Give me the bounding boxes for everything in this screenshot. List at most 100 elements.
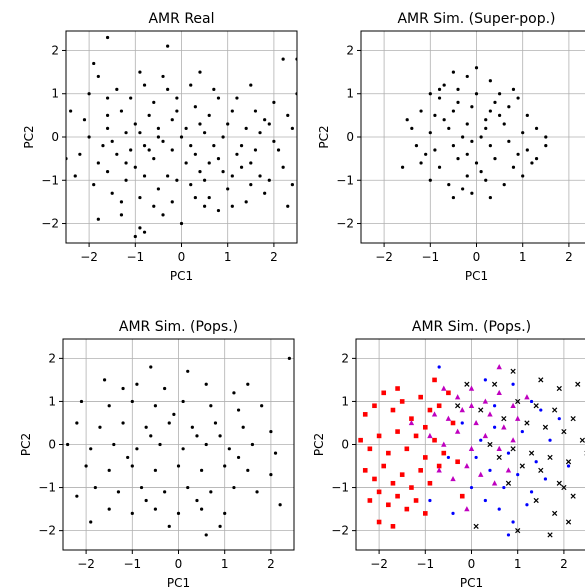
data-point-square <box>390 480 396 486</box>
data-point <box>198 70 202 74</box>
data-point <box>488 144 492 148</box>
data-point <box>189 182 193 187</box>
data-point <box>133 234 137 239</box>
data-point <box>152 100 156 104</box>
data-point <box>534 126 539 130</box>
data-point <box>479 438 483 442</box>
data-point <box>161 139 165 143</box>
data-point <box>498 113 502 117</box>
data-point-triangle <box>468 445 475 452</box>
chart-title: AMR Sim. (Pops.) <box>412 319 531 335</box>
data-point <box>147 148 151 152</box>
x-axis-label: PC1 <box>465 269 488 283</box>
data-point-triangle <box>496 363 502 370</box>
data-point-triangle <box>445 415 452 421</box>
data-point <box>105 35 110 40</box>
data-point-square <box>404 506 410 512</box>
data-point <box>246 468 250 472</box>
x-tick-label: 0 <box>178 250 186 264</box>
data-point <box>144 498 148 503</box>
data-point <box>249 161 253 165</box>
data-point <box>525 113 529 117</box>
data-point <box>516 96 520 100</box>
data-point <box>465 74 469 79</box>
data-point <box>153 404 157 408</box>
data-point <box>153 507 157 511</box>
data-point <box>493 425 497 429</box>
data-point-square <box>436 403 442 409</box>
data-point <box>96 161 100 165</box>
x-tick-label: −1 <box>416 557 434 571</box>
data-point <box>105 170 110 174</box>
data-point-square <box>390 524 396 529</box>
data-point <box>235 152 239 156</box>
data-point <box>286 113 290 117</box>
data-point <box>483 498 487 503</box>
data-point <box>451 144 455 148</box>
x-tick-label: 2 <box>565 250 573 264</box>
data-point <box>87 135 91 139</box>
data-point <box>507 105 511 109</box>
data-point <box>130 464 134 468</box>
data-point <box>525 503 529 507</box>
data-point <box>272 100 276 104</box>
data-point <box>428 92 432 96</box>
data-point <box>520 429 524 434</box>
data-point-triangle <box>464 463 470 469</box>
data-point <box>78 152 82 156</box>
data-points <box>66 35 297 239</box>
chart-panel-amr-sim-pops-colored: −2 −1 0 1 2 −2 −1 0 1 2 AMR Sim. (Pops.) PC1 PC2 <box>312 319 585 588</box>
data-point <box>172 412 176 416</box>
data-point <box>115 152 119 156</box>
data-point-x <box>455 403 461 409</box>
grid <box>356 339 585 550</box>
x-tick-label: 0 <box>175 557 183 571</box>
x-tick-label: −1 <box>126 250 144 264</box>
data-point <box>105 113 110 117</box>
data-point-square <box>399 472 405 477</box>
data-point <box>516 473 520 477</box>
y-tick-label: −2 <box>38 524 56 538</box>
data-point <box>152 157 156 161</box>
data-point <box>161 74 165 79</box>
data-point-triangle <box>441 385 447 391</box>
data-point <box>534 460 538 464</box>
data-point <box>79 399 84 404</box>
x-tick-label: −2 <box>77 557 95 571</box>
data-point-x <box>570 416 576 422</box>
data-point <box>119 200 124 204</box>
data-point <box>260 404 264 408</box>
data-point <box>278 503 282 507</box>
data-point-square <box>386 450 391 456</box>
data-point <box>461 135 465 139</box>
chart-title: AMR Sim. (Pops.) <box>119 319 238 335</box>
data-point <box>105 126 110 130</box>
chart-panel-amr-sim-pops-black: −2 −1 0 1 2 −2 −1 0 1 2 AMR Sim. (Pops.) PC1 PC2 <box>19 319 295 588</box>
data-point-square <box>427 407 433 413</box>
y-tick-label: 1 <box>341 394 349 408</box>
data-point <box>479 135 483 139</box>
data-point-x <box>524 420 530 426</box>
data-point-square <box>455 459 460 465</box>
data-point-square <box>381 463 387 469</box>
data-point <box>203 131 207 135</box>
data-point <box>175 96 179 100</box>
data-point <box>507 139 511 143</box>
data-point-triangle <box>487 411 493 417</box>
data-point <box>470 139 474 143</box>
data-point <box>166 44 170 48</box>
data-point-x <box>561 428 567 435</box>
data-point-triangle <box>496 445 502 452</box>
data-point <box>142 144 147 148</box>
x-tick-label: −2 <box>375 250 393 264</box>
data-point <box>511 165 516 169</box>
data-point <box>290 182 294 187</box>
data-point <box>451 511 455 515</box>
data-point-square <box>423 455 428 460</box>
data-point <box>156 135 160 139</box>
data-point <box>112 442 116 447</box>
x-axis-label: PC1 <box>460 576 483 588</box>
data-point-triangle <box>450 475 456 482</box>
data-point <box>539 408 543 412</box>
